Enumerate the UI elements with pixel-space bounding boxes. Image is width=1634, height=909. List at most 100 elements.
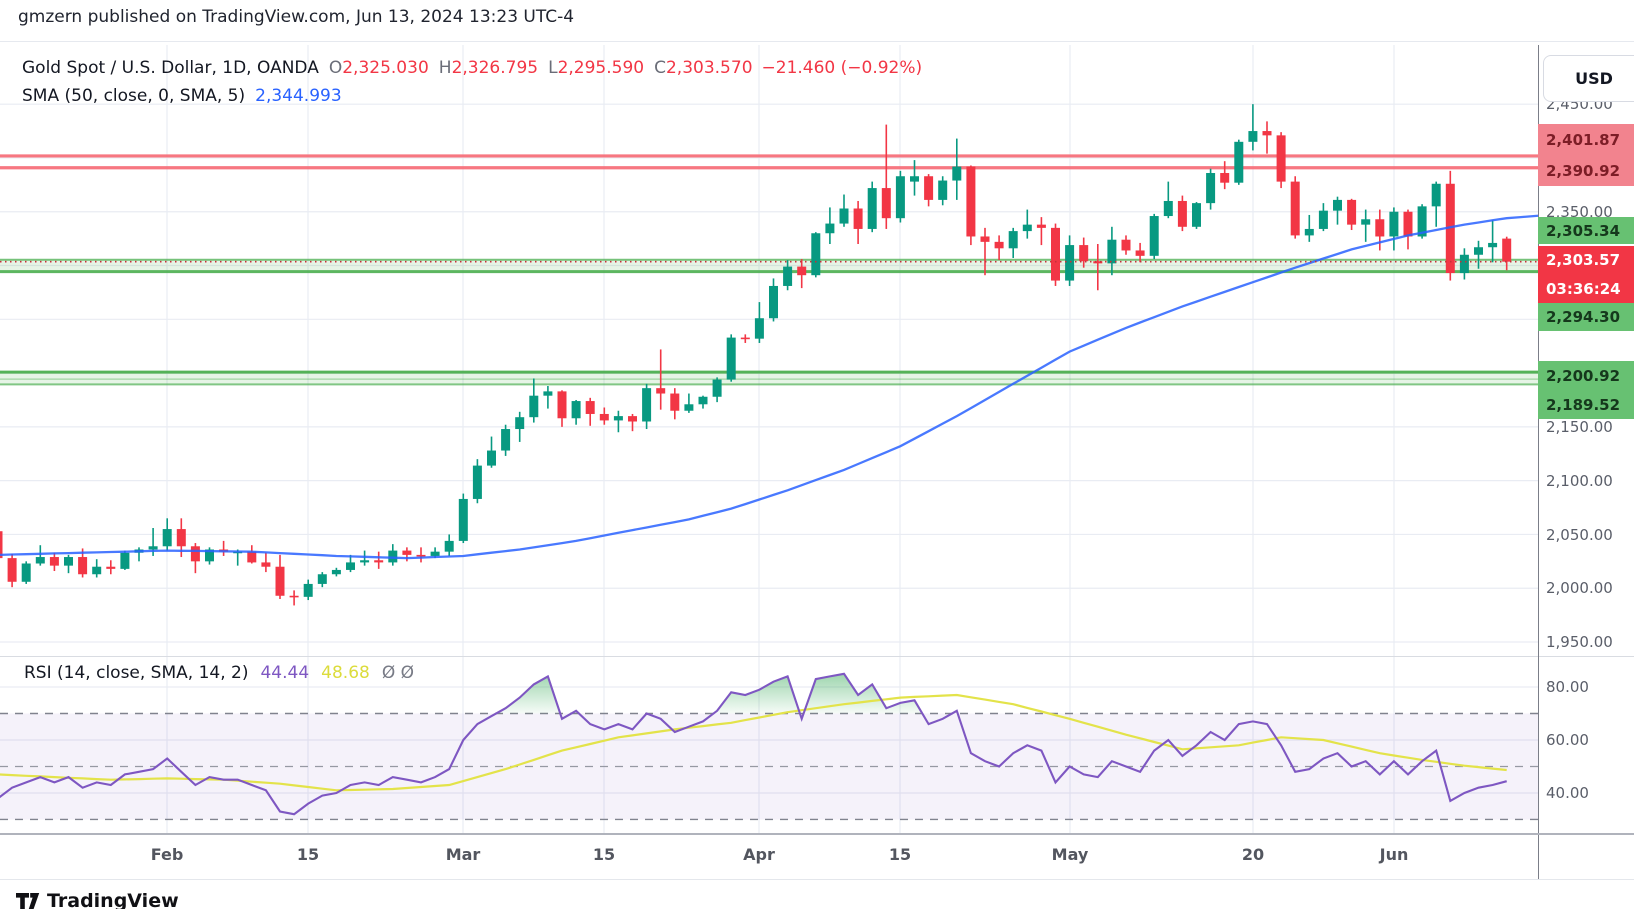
candle[interactable] xyxy=(1079,237,1089,268)
candle[interactable] xyxy=(1403,209,1413,250)
candle[interactable] xyxy=(1220,161,1230,190)
candle[interactable] xyxy=(374,551,384,569)
candle[interactable] xyxy=(1318,203,1328,232)
candle[interactable] xyxy=(769,278,778,322)
candle[interactable] xyxy=(656,349,666,410)
candle[interactable] xyxy=(1290,176,1300,239)
candle[interactable] xyxy=(64,554,73,574)
candle[interactable] xyxy=(247,545,257,564)
candle[interactable] xyxy=(106,560,116,575)
candle[interactable] xyxy=(543,385,553,409)
candle[interactable] xyxy=(515,411,525,442)
candle[interactable] xyxy=(684,393,694,413)
candle[interactable] xyxy=(1177,195,1187,232)
candle[interactable] xyxy=(966,165,976,246)
candle[interactable] xyxy=(472,459,482,504)
candle[interactable] xyxy=(1036,217,1046,246)
candle[interactable] xyxy=(740,334,750,343)
candle[interactable] xyxy=(7,553,17,588)
candle[interactable] xyxy=(980,227,990,276)
candle[interactable] xyxy=(1135,242,1145,263)
candle[interactable] xyxy=(1051,223,1060,286)
candle[interactable] xyxy=(134,547,144,562)
currency-toggle-button[interactable]: USD xyxy=(1543,55,1634,102)
candle[interactable] xyxy=(1333,196,1342,225)
candle[interactable] xyxy=(1389,207,1399,251)
candle[interactable] xyxy=(275,554,285,599)
sma-line[interactable] xyxy=(0,214,1549,560)
candle[interactable] xyxy=(754,302,764,343)
candle[interactable] xyxy=(1149,213,1159,260)
candle[interactable] xyxy=(895,170,905,223)
rsi-line[interactable] xyxy=(0,672,1507,816)
symbol-title[interactable]: Gold Spot / U.S. Dollar, 1D, OANDA xyxy=(22,58,319,78)
candle[interactable] xyxy=(1206,168,1216,210)
candle[interactable] xyxy=(162,518,172,551)
candle[interactable] xyxy=(317,572,327,588)
candle[interactable] xyxy=(571,399,581,425)
candle[interactable] xyxy=(811,232,821,278)
candle[interactable] xyxy=(1107,226,1117,276)
candle[interactable] xyxy=(825,207,835,245)
candle[interactable] xyxy=(0,529,3,566)
candle[interactable] xyxy=(1093,244,1103,291)
candle[interactable] xyxy=(1262,121,1272,154)
candle[interactable] xyxy=(1248,104,1258,151)
candle[interactable] xyxy=(190,543,200,574)
candle[interactable] xyxy=(853,200,863,245)
candle[interactable] xyxy=(1276,132,1286,189)
sma-legend[interactable]: SMA (50, close, 0, SMA, 5) 2,344.993 xyxy=(22,86,342,106)
candle[interactable] xyxy=(1163,181,1173,219)
candle[interactable] xyxy=(35,545,45,566)
candle[interactable] xyxy=(1304,214,1314,242)
candle[interactable] xyxy=(1502,236,1512,271)
candle[interactable] xyxy=(92,559,102,578)
candle[interactable] xyxy=(21,561,31,584)
candle[interactable] xyxy=(585,397,595,426)
candle[interactable] xyxy=(797,259,807,289)
support-zone-lower[interactable] xyxy=(0,370,1538,386)
candle[interactable] xyxy=(839,194,849,227)
candle[interactable] xyxy=(331,567,341,577)
candle[interactable] xyxy=(952,138,962,200)
candle[interactable] xyxy=(1192,202,1201,229)
candle[interactable] xyxy=(346,554,355,573)
candle[interactable] xyxy=(557,390,567,427)
candle[interactable] xyxy=(867,181,877,233)
candle[interactable] xyxy=(698,395,708,409)
candle[interactable] xyxy=(712,377,722,403)
candle[interactable] xyxy=(994,235,1004,261)
candle[interactable] xyxy=(613,410,623,433)
candle[interactable] xyxy=(416,547,426,563)
candle[interactable] xyxy=(487,436,496,468)
candle[interactable] xyxy=(1488,220,1498,263)
candle[interactable] xyxy=(783,260,793,291)
candle[interactable] xyxy=(261,552,271,573)
candle[interactable] xyxy=(726,334,736,382)
candle[interactable] xyxy=(120,550,130,570)
candle[interactable] xyxy=(924,174,934,207)
symbol-legend[interactable]: Gold Spot / U.S. Dollar, 1D, OANDA O2,325… xyxy=(22,58,922,78)
candle[interactable] xyxy=(1022,209,1032,239)
candle[interactable] xyxy=(219,540,229,556)
candle[interactable] xyxy=(599,407,609,425)
candle[interactable] xyxy=(628,413,637,432)
candle[interactable] xyxy=(444,534,454,556)
candle[interactable] xyxy=(1459,248,1469,280)
candle[interactable] xyxy=(289,590,299,606)
candlestick-series[interactable] xyxy=(0,104,1512,606)
candle[interactable] xyxy=(642,383,652,430)
sma-legend-title[interactable]: SMA (50, close, 0, SMA, 5) xyxy=(22,86,246,106)
candle[interactable] xyxy=(1375,209,1385,251)
candle[interactable] xyxy=(1474,240,1483,269)
candle[interactable] xyxy=(49,552,59,572)
rsi-legend[interactable]: RSI (14, close, SMA, 14, 2) 44.44 48.68 Ø Ø xyxy=(24,663,414,683)
price-axis[interactable]: 2,450.00 2,350.00 2,150.00 2,100.00 2,050.00… xyxy=(1538,0,1634,880)
candle[interactable] xyxy=(1065,235,1075,286)
candle[interactable] xyxy=(881,124,891,229)
candle[interactable] xyxy=(360,550,370,566)
candle[interactable] xyxy=(1008,227,1018,258)
candle[interactable] xyxy=(458,493,468,544)
candle[interactable] xyxy=(501,424,511,456)
candle[interactable] xyxy=(1234,139,1244,185)
